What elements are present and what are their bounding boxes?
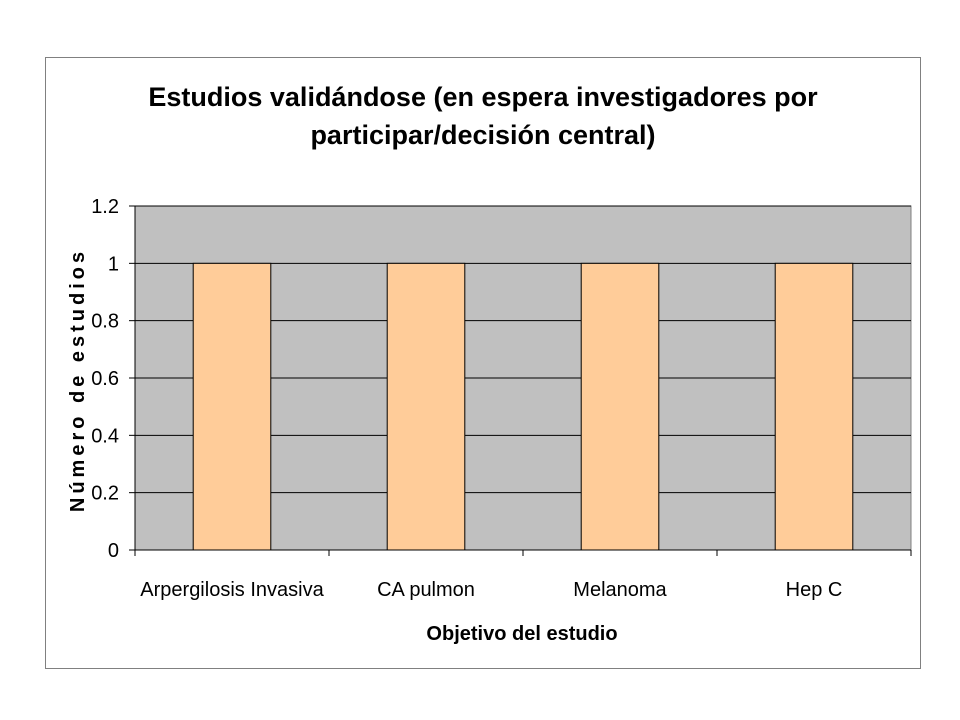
chart-title-line-1: Estudios validándose (en espera investig…: [148, 82, 818, 112]
x-category-label: Melanoma: [573, 579, 667, 601]
bars: [192, 262, 854, 551]
y-tick-label: 0.8: [91, 311, 119, 333]
y-tick-label: 1: [108, 253, 119, 275]
y-tick-label: 0: [108, 540, 119, 562]
y-axis-title: Número de estudios: [67, 248, 89, 512]
y-tick-labels: 0 0.2 0.4 0.6 0.8 1 1.2: [91, 196, 119, 562]
bar-hep-c: [774, 262, 854, 551]
x-axis-title: Objetivo del estudio: [426, 623, 617, 645]
y-tick-label: 0.4: [91, 425, 119, 447]
chart-title-line-2: participar/decisión central): [310, 120, 655, 150]
bar-arpergilosis-invasiva: [192, 262, 272, 551]
x-category-labels: Arpergilosis Invasiva CA pulmon Melanoma He…: [140, 579, 842, 601]
bar-ca-pulmon: [386, 262, 466, 551]
y-tick-label: 0.2: [91, 483, 119, 505]
y-tick-label: 0.6: [91, 368, 119, 390]
x-category-label: Arpergilosis Invasiva: [140, 579, 324, 601]
y-tick-label: 1.2: [91, 196, 119, 218]
bar-melanoma: [580, 262, 660, 551]
x-category-label: CA pulmon: [377, 579, 475, 601]
axes: [129, 205, 912, 556]
x-category-label: Hep C: [786, 579, 843, 601]
